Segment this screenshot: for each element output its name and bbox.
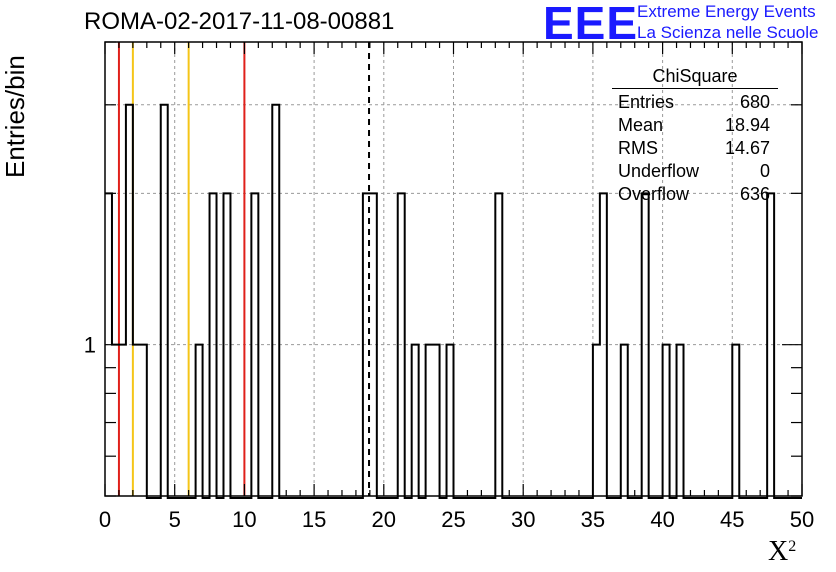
- stats-value: 636: [739, 184, 770, 204]
- x-tick-label: 40: [650, 507, 674, 532]
- logo-line-1: Extreme Energy Events: [637, 2, 816, 21]
- stats-value: 14.67: [724, 138, 770, 158]
- histogram-bin: [447, 345, 454, 496]
- stats-box: ChiSquare Entries 680 Mean 18.94 RMS 14.…: [612, 66, 778, 206]
- histogram-bin: [732, 345, 739, 496]
- stats-value: 680: [739, 92, 770, 112]
- stats-row-mean: Mean 18.94: [612, 114, 778, 137]
- logo-line-2: La Scienza nelle Scuole: [637, 23, 819, 42]
- x-tick-label: 50: [790, 507, 814, 532]
- x-tick-label: 35: [581, 507, 605, 532]
- stats-title: ChiSquare: [612, 66, 778, 89]
- x-tick-label: 45: [720, 507, 744, 532]
- histogram-bins: [105, 103, 802, 499]
- axes: 0 5 10 15 20 25 30 35 40 45 50 1: [84, 41, 814, 532]
- histogram-bin: [621, 345, 628, 496]
- x-tick-label: 5: [169, 507, 181, 532]
- histogram-bin: [140, 345, 147, 496]
- histogram-bin: [593, 345, 600, 496]
- stats-label: Mean: [618, 115, 664, 135]
- histogram-bin: [133, 345, 140, 496]
- stats-value: 18.94: [724, 115, 770, 135]
- stats-row-underflow: Underflow 0: [612, 160, 778, 183]
- histogram-bin: [663, 345, 670, 496]
- histogram-bin: [426, 345, 433, 496]
- eee-logo: EEE: [543, 0, 639, 49]
- x-tick-label: 20: [372, 507, 396, 532]
- stats-label: Overflow: [618, 184, 690, 204]
- histogram-outline: [105, 103, 802, 499]
- histogram-bin: [161, 105, 168, 496]
- histogram-bin: [272, 105, 279, 496]
- histogram-bin: [433, 345, 440, 496]
- chart-title: ROMA-02-2017-11-08-00881: [84, 8, 395, 35]
- histogram-bin: [196, 345, 203, 496]
- stats-row-entries: Entries 680: [612, 91, 778, 114]
- stats-value: 0: [759, 161, 770, 181]
- histogram-bin: [412, 345, 419, 496]
- y-tick-label: 1: [84, 333, 96, 358]
- x-tick-label: 30: [511, 507, 535, 532]
- stats-label: Underflow: [618, 161, 700, 181]
- stats-row-overflow: Overflow 636: [612, 183, 778, 206]
- histogram-bin: [126, 105, 133, 496]
- histogram-bin: [119, 345, 126, 496]
- reference-lines: [117, 42, 371, 496]
- x-tick-label: 0: [99, 507, 111, 532]
- x-axis-label: X2: [768, 536, 797, 567]
- x-tick-label: 15: [302, 507, 326, 532]
- histogram-bin: [677, 345, 684, 496]
- x-tick-label: 10: [232, 507, 256, 532]
- stats-label: RMS: [618, 138, 658, 158]
- stats-row-rms: RMS 14.67: [612, 137, 778, 160]
- x-tick-label: 25: [441, 507, 465, 532]
- stats-label: Entries: [618, 92, 675, 112]
